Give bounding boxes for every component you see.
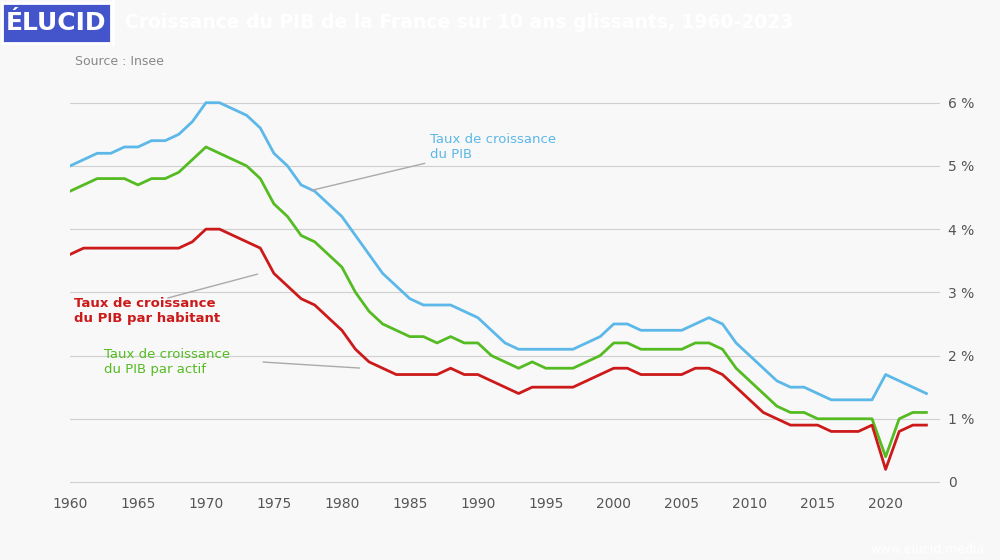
Text: Source : Insee: Source : Insee xyxy=(75,55,164,68)
FancyBboxPatch shape xyxy=(2,3,111,43)
Text: Taux de croissance
du PIB par habitant: Taux de croissance du PIB par habitant xyxy=(74,297,220,325)
Text: www.elucid.media: www.elucid.media xyxy=(871,543,985,556)
Text: Taux de croissance
du PIB par actif: Taux de croissance du PIB par actif xyxy=(104,348,230,376)
Text: Croissance du PIB de la France sur 10 ans glissants, 1960-2023: Croissance du PIB de la France sur 10 an… xyxy=(125,13,793,32)
Text: Taux de croissance
du PIB: Taux de croissance du PIB xyxy=(311,133,556,190)
Text: ÉLUCID: ÉLUCID xyxy=(6,11,107,35)
